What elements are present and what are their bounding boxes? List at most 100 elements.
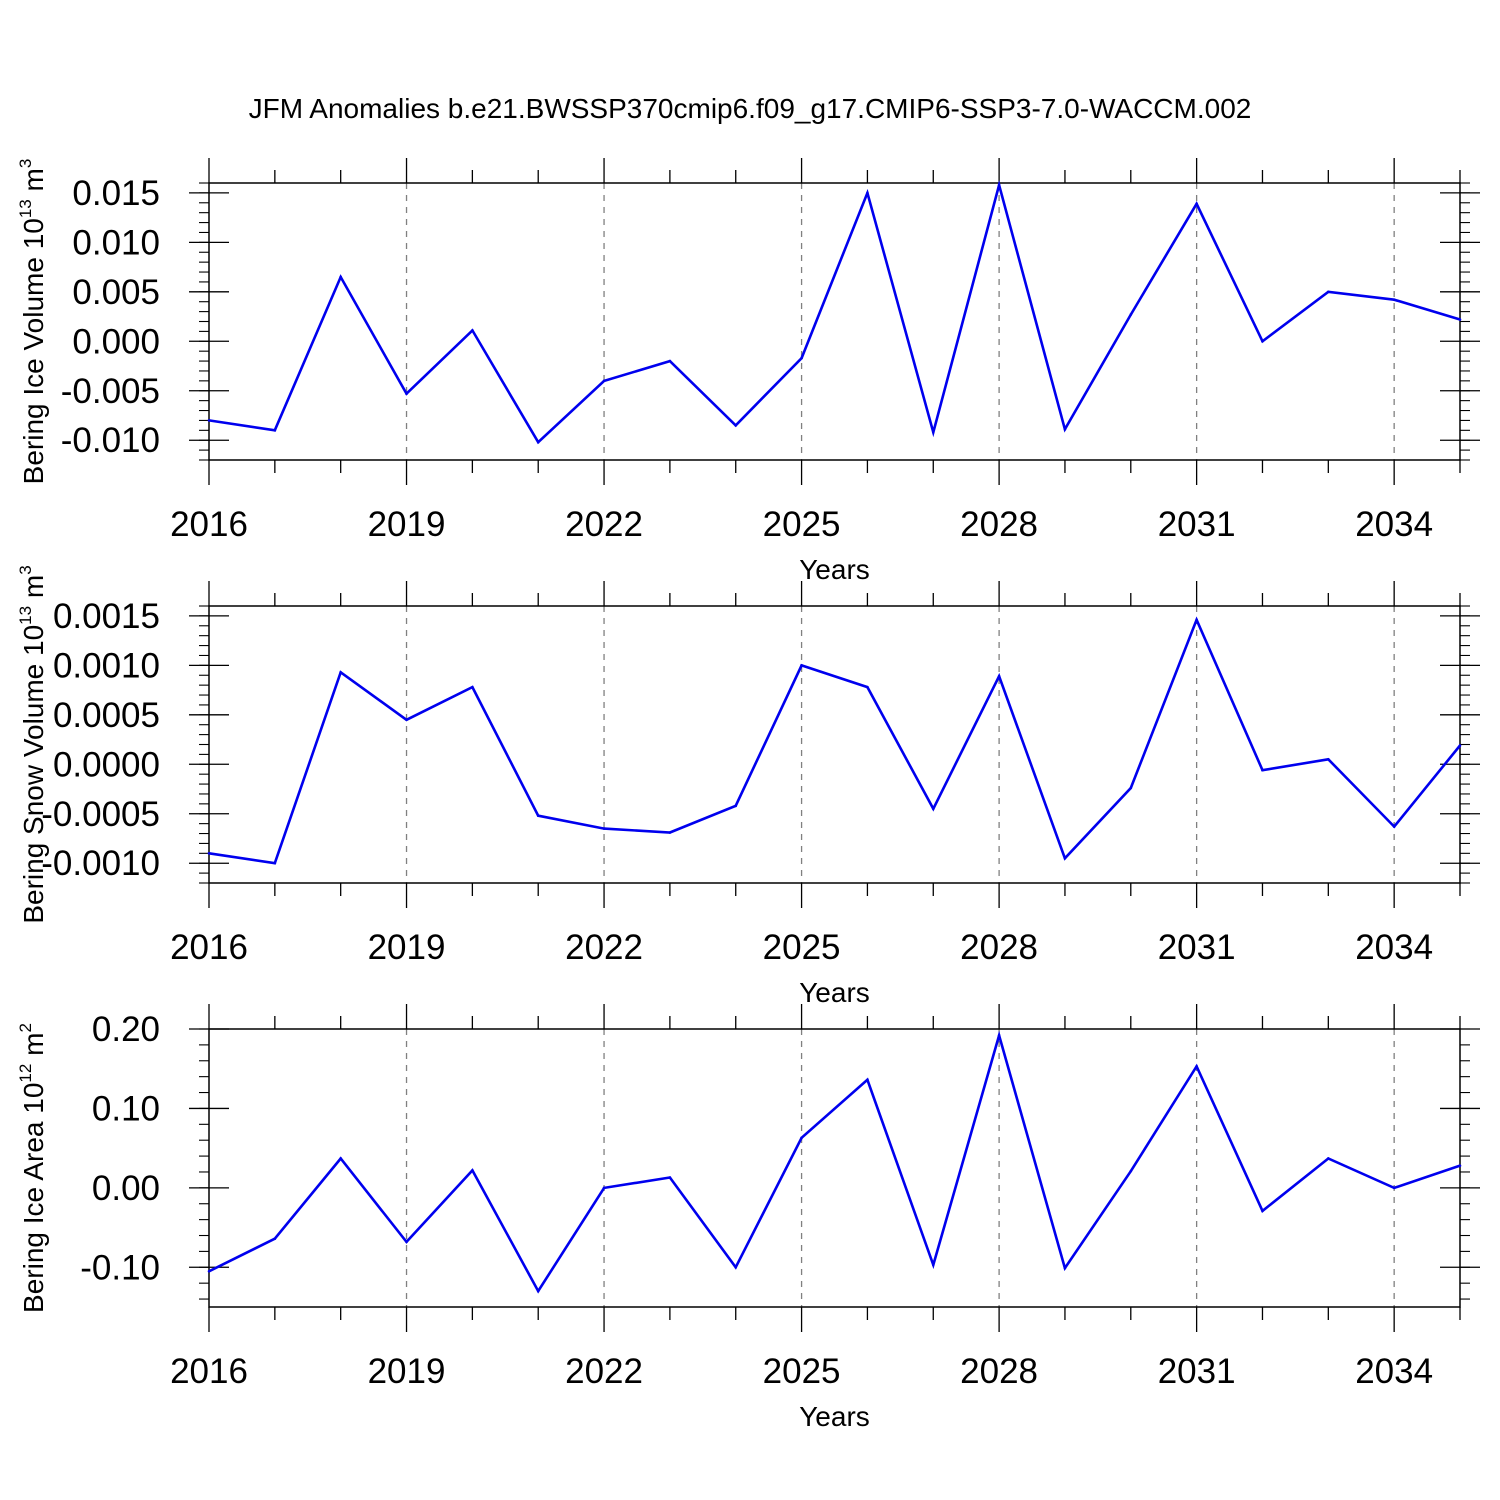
data-point (997, 1034, 1001, 1037)
chart-panel-3: -0.10 0.00 0.10 0.20 2016 2019 2022 2025 2028 203… (16, 1004, 1480, 1432)
data-point (405, 392, 408, 396)
data-point (339, 1157, 342, 1160)
data-point (931, 431, 935, 434)
data-point (1261, 768, 1264, 772)
plot-frame (208, 605, 1461, 884)
data-point (734, 424, 738, 427)
data-point (207, 419, 211, 422)
y-axis-label: Bering Ice Area 1012 m2 (16, 1023, 49, 1313)
data-point (931, 807, 935, 811)
y-tick-label: -0.0005 (41, 795, 160, 834)
data-point (339, 275, 342, 279)
x-tick-label: 2016 (170, 1352, 248, 1391)
data-point (471, 685, 474, 689)
data-point (405, 718, 408, 722)
data-point (1063, 856, 1067, 860)
chart-panel-1: -0.010 -0.005 0.000 0.005 0.010 0.015 2016 2019… (16, 158, 1480, 585)
data-point (602, 379, 606, 383)
data-point (1129, 313, 1133, 316)
x-axis-label: Years (799, 1401, 870, 1432)
x-tick-label: 2022 (565, 1352, 643, 1391)
data-point (536, 814, 540, 818)
data-point (1063, 1266, 1067, 1270)
x-tick-label: 2034 (1355, 1352, 1433, 1391)
data-point (668, 359, 672, 363)
data-point (602, 827, 606, 830)
y-tick-label: -0.005 (61, 372, 160, 411)
data-point (1195, 618, 1198, 622)
data-point (800, 356, 803, 360)
y-tick-label: -0.10 (80, 1248, 160, 1287)
x-axis-label: Years (799, 977, 870, 1008)
data-point (866, 191, 869, 195)
data-point (866, 1078, 869, 1082)
x-tick-label: 2031 (1158, 1352, 1236, 1391)
data-point (405, 1240, 408, 1244)
data-point (207, 1269, 211, 1273)
series-line (208, 1030, 1461, 1294)
data-point (668, 1176, 672, 1179)
data-point (997, 674, 1001, 678)
x-tick-label: 2022 (565, 505, 643, 544)
x-tick-label: 2025 (763, 928, 841, 967)
x-tick-label: 2031 (1158, 928, 1236, 967)
x-tick-label: 2019 (368, 928, 446, 967)
data-point (471, 329, 474, 332)
data-point (1458, 744, 1462, 747)
x-axis-label: Years (799, 554, 870, 585)
y-tick-label: 0.10 (92, 1089, 160, 1128)
x-tick-label: 2028 (960, 1352, 1038, 1391)
data-point (1327, 290, 1330, 294)
x-tick-label: 2016 (170, 505, 248, 544)
y-tick-label: 0.015 (72, 174, 160, 213)
data-point (273, 429, 277, 432)
data-point (1261, 339, 1264, 343)
y-tick-label: 0.010 (72, 223, 160, 262)
x-tick-label: 2022 (565, 928, 643, 967)
panels: -0.010 -0.005 0.000 0.005 0.010 0.015 2016 2019… (16, 158, 1480, 1432)
data-point (1063, 428, 1067, 431)
y-tick-label: 0.005 (72, 273, 160, 312)
y-tick-label: 0.0000 (53, 745, 160, 784)
x-tick-label: 2016 (170, 928, 248, 967)
y-tick-label: 0.0015 (53, 597, 160, 636)
data-point (997, 183, 1001, 187)
data-point (1261, 1209, 1264, 1213)
data-point (273, 1237, 277, 1240)
series-line (208, 179, 1461, 445)
data-point (273, 861, 277, 865)
data-point (734, 804, 738, 808)
x-tick-label: 2031 (1158, 505, 1236, 544)
data-point (1195, 1065, 1198, 1068)
data-point (471, 1169, 474, 1172)
data-point (800, 1136, 803, 1140)
x-tick-label: 2025 (763, 505, 841, 544)
data-point (207, 852, 211, 855)
data-point (1458, 1164, 1462, 1167)
data-point (1129, 1169, 1133, 1173)
x-tick-label: 2028 (960, 505, 1038, 544)
y-tick-label: 0.000 (72, 322, 160, 361)
data-point (866, 685, 869, 689)
y-tick-label: -0.0010 (41, 844, 160, 883)
plot-frame (208, 182, 1461, 461)
data-point (1327, 758, 1330, 761)
data-point (734, 1265, 738, 1269)
data-point (536, 440, 540, 444)
y-tick-label: -0.010 (61, 421, 160, 460)
y-tick-label: 0.0005 (53, 696, 160, 735)
data-point (536, 1289, 540, 1293)
y-tick-label: 0.00 (92, 1169, 160, 1208)
data-point (1458, 318, 1462, 321)
data-point (668, 831, 672, 834)
y-axis-label: Bering Ice Volume 1013 m3 (16, 159, 49, 485)
data-point (1392, 298, 1396, 302)
data-point (1392, 1186, 1396, 1190)
page-title: JFM Anomalies b.e21.BWSSP370cmip6.f09_g1… (249, 93, 1252, 124)
data-point (339, 670, 342, 674)
data-point (1129, 786, 1133, 790)
y-tick-label: 0.20 (92, 1010, 160, 1049)
x-tick-label: 2034 (1355, 928, 1433, 967)
x-tick-label: 2028 (960, 928, 1038, 967)
